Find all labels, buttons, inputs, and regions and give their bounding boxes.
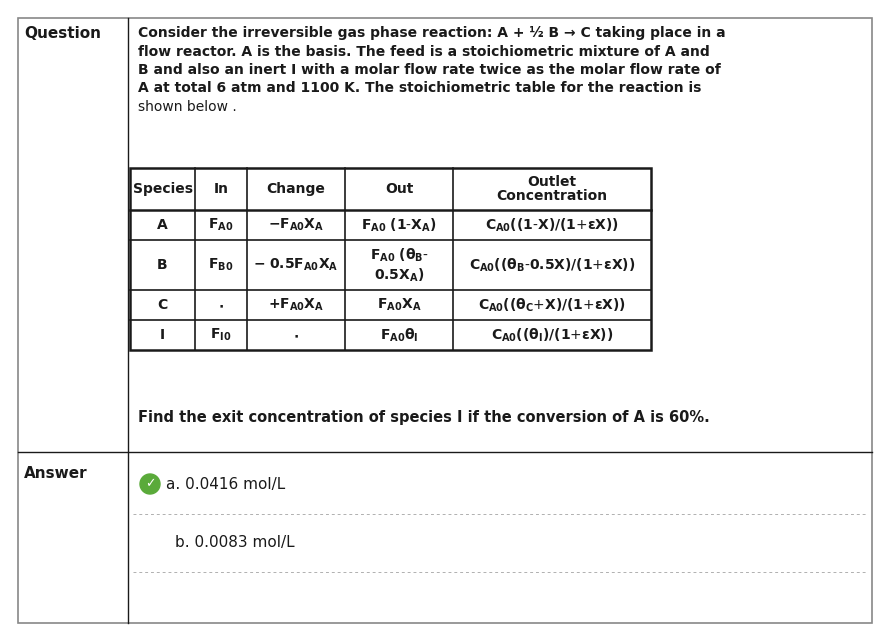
Text: flow reactor. A is the basis. The feed is a stoichiometric mixture of A and: flow reactor. A is the basis. The feed i… (138, 44, 709, 58)
Text: $\mathbf{F_{A0}}$: $\mathbf{F_{A0}}$ (208, 217, 234, 233)
Text: C: C (158, 298, 167, 312)
Text: $\mathbf{C_{A0}((\theta_C\text{+}X)/(1\text{+}\varepsilon X))}$: $\mathbf{C_{A0}((\theta_C\text{+}X)/(1\t… (478, 296, 626, 313)
Text: A at total 6 atm and 1100 K. The stoichiometric table for the reaction is: A at total 6 atm and 1100 K. The stoichi… (138, 81, 701, 96)
Text: $\mathbf{0.5X_A)}$: $\mathbf{0.5X_A)}$ (374, 266, 425, 284)
Text: Answer: Answer (24, 466, 87, 481)
Text: $\mathbf{C_{A0}((\theta_B\text{-}0.5X)/(1\text{+}\varepsilon X))}$: $\mathbf{C_{A0}((\theta_B\text{-}0.5X)/(… (469, 256, 635, 274)
Text: Outlet: Outlet (528, 175, 577, 189)
Text: $\mathbf{F_{A0}\ (\theta_B\text{-}}$: $\mathbf{F_{A0}\ (\theta_B\text{-}}$ (369, 246, 428, 263)
Text: $\mathbf{F_{A0}\ (1\text{-}X_A)}$: $\mathbf{F_{A0}\ (1\text{-}X_A)}$ (361, 216, 437, 234)
Text: B and also an inert I with a molar flow rate twice as the molar flow rate of: B and also an inert I with a molar flow … (138, 63, 721, 77)
Text: Species: Species (133, 182, 192, 196)
Text: Concentration: Concentration (497, 189, 608, 203)
Text: $\mathbf{-\ 0.5F_{A0}X_A}$: $\mathbf{-\ 0.5F_{A0}X_A}$ (254, 257, 339, 273)
Bar (130, 168, 651, 350)
Text: $\mathbf{C_{A0}((1\text{-}X)/(1\text{+}\varepsilon X))}$: $\mathbf{C_{A0}((1\text{-}X)/(1\text{+}\… (485, 216, 619, 234)
Text: $\mathbf{F_{A0}X_A}$: $\mathbf{F_{A0}X_A}$ (376, 297, 421, 313)
Text: $\mathbf{F_{B0}}$: $\mathbf{F_{B0}}$ (208, 257, 234, 273)
Text: $\mathbf{F_{A0}\theta_I}$: $\mathbf{F_{A0}\theta_I}$ (380, 326, 418, 344)
Circle shape (140, 474, 160, 494)
Text: Out: Out (384, 182, 413, 196)
Text: I: I (160, 328, 165, 342)
Text: Consider the irreversible gas phase reaction: A + ½ B → C taking place in a: Consider the irreversible gas phase reac… (138, 26, 725, 40)
Text: $\mathbf{\cdot}$: $\mathbf{\cdot}$ (218, 298, 224, 312)
Text: shown below .: shown below . (138, 100, 237, 114)
Text: B: B (158, 258, 168, 272)
Text: $\mathbf{+F_{A0}X_A}$: $\mathbf{+F_{A0}X_A}$ (268, 297, 324, 313)
Text: $\mathbf{C_{A0}((\theta_I)/(1\text{+}\varepsilon X))}$: $\mathbf{C_{A0}((\theta_I)/(1\text{+}\va… (491, 326, 613, 344)
Text: b. 0.0083 mol/L: b. 0.0083 mol/L (175, 535, 295, 549)
Text: A: A (158, 218, 168, 232)
Text: $\mathbf{\cdot}$: $\mathbf{\cdot}$ (293, 328, 299, 342)
Text: ✓: ✓ (145, 478, 155, 490)
Text: $\mathbf{-F_{A0}X_A}$: $\mathbf{-F_{A0}X_A}$ (268, 217, 324, 233)
Text: Change: Change (267, 182, 326, 196)
Text: Find the exit concentration of species I if the conversion of A is 60%.: Find the exit concentration of species I… (138, 410, 709, 425)
Text: $\mathbf{F_{I0}}$: $\mathbf{F_{I0}}$ (210, 327, 231, 343)
Text: In: In (214, 182, 229, 196)
Text: a. 0.0416 mol/L: a. 0.0416 mol/L (166, 476, 286, 492)
Text: Question: Question (24, 26, 101, 41)
